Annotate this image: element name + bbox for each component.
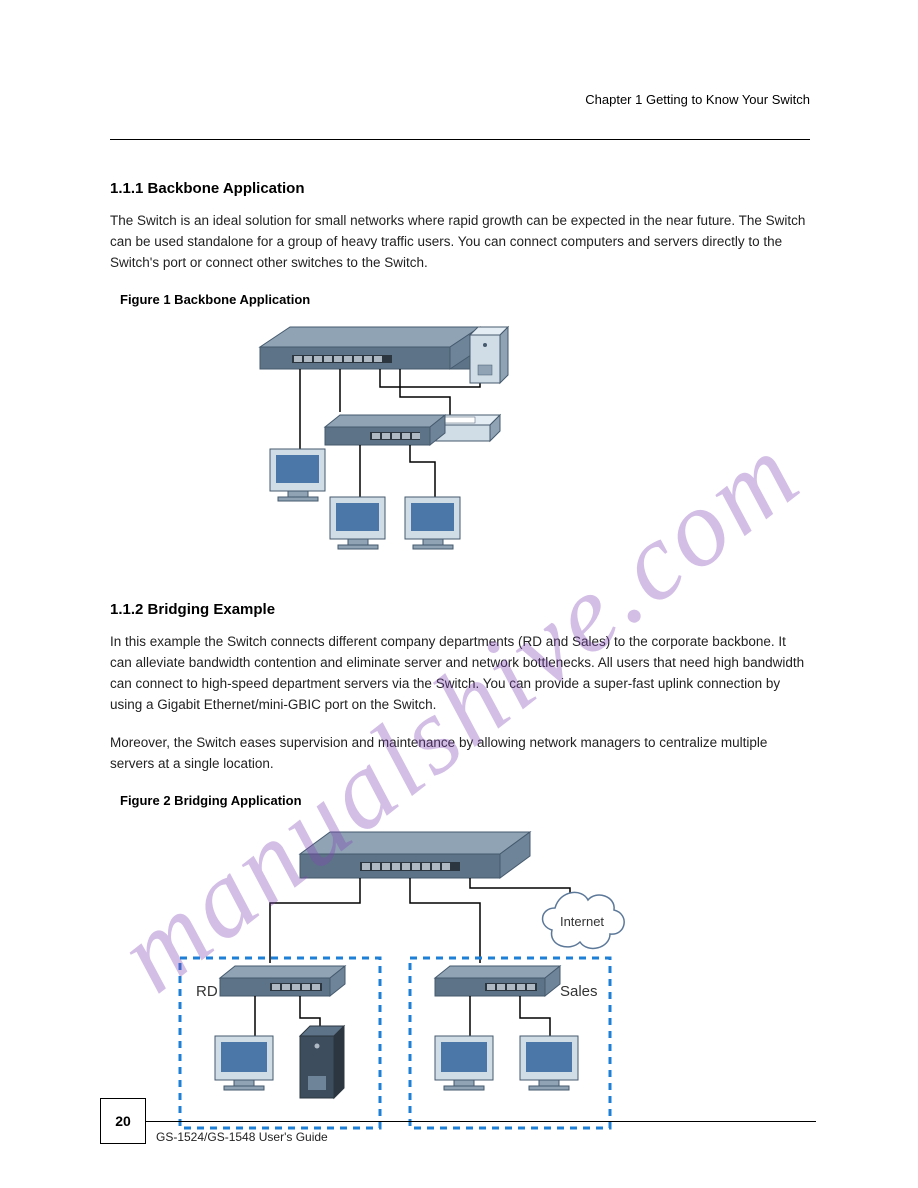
header-rule xyxy=(110,139,810,140)
sales-label: Sales xyxy=(560,983,598,1000)
monitor-icon xyxy=(520,1036,578,1090)
main-switch-icon xyxy=(260,327,480,369)
page-number-box: 20 xyxy=(100,1098,146,1144)
figure-2-caption: Figure 2 Bridging Application xyxy=(120,793,810,808)
monitor-icon xyxy=(215,1036,273,1090)
footer-doc-title: GS-1524/GS-1548 User's Guide xyxy=(156,1130,328,1144)
figure-2: Internet RD Sales xyxy=(160,818,640,1138)
server-icon xyxy=(300,1026,344,1098)
chapter-label: Chapter 1 Getting to Know Your Switch xyxy=(110,92,810,107)
monitor-icon xyxy=(330,497,385,549)
rd-label: RD xyxy=(196,983,218,1000)
figure-1 xyxy=(230,317,530,577)
page-number: 20 xyxy=(115,1113,131,1129)
small-switch-icon xyxy=(435,966,560,996)
internet-label: Internet xyxy=(560,914,604,929)
monitor-icon xyxy=(270,449,325,501)
figure-1-caption: Figure 1 Backbone Application xyxy=(120,292,810,307)
small-switch-icon xyxy=(325,415,445,445)
section-2-text-2: Moreover, the Switch eases supervision a… xyxy=(110,733,810,775)
section-2-text: In this example the Switch connects diff… xyxy=(110,632,810,716)
monitor-icon xyxy=(405,497,460,549)
section-1-title: 1.1.1 Backbone Application xyxy=(110,180,810,197)
footer-rule xyxy=(146,1121,816,1122)
cloud-icon: Internet xyxy=(543,893,625,949)
section-1-text: The Switch is an ideal solution for smal… xyxy=(110,211,810,274)
monitor-icon xyxy=(435,1036,493,1090)
main-switch-icon xyxy=(300,832,530,878)
page-footer: 20 GS-1524/GS-1548 User's Guide xyxy=(100,1098,820,1158)
section-2-title: 1.1.2 Bridging Example xyxy=(110,601,810,618)
server-icon xyxy=(470,327,508,383)
small-switch-icon xyxy=(220,966,345,996)
